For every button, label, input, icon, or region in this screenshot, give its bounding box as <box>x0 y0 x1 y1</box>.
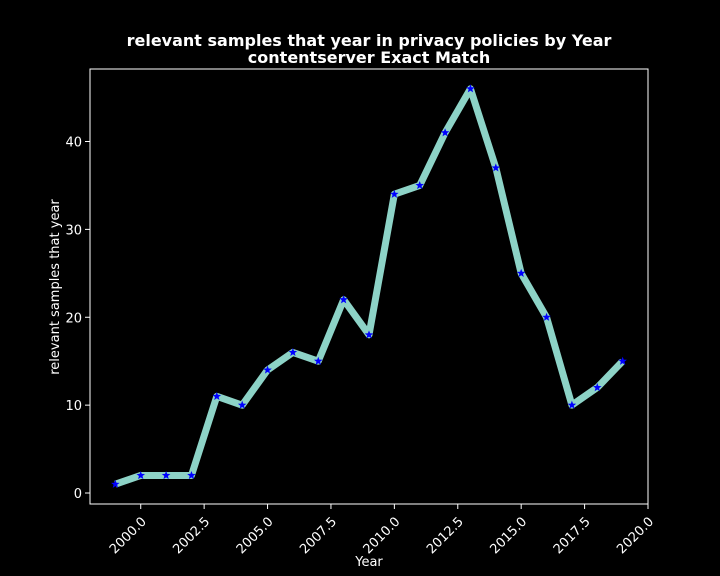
data-point-marker <box>237 400 247 409</box>
data-point-marker <box>288 347 298 357</box>
y-tick-label: 30 <box>65 223 82 238</box>
plot-area-frame <box>89 68 649 505</box>
data-point-marker <box>516 268 526 277</box>
data-point-marker <box>542 312 551 321</box>
data-point-marker <box>313 356 323 365</box>
data-point-marker <box>263 365 272 374</box>
y-tick-label: 10 <box>65 399 82 414</box>
data-point-marker <box>491 163 501 172</box>
data-point-marker <box>187 470 196 480</box>
data-point-marker <box>567 400 577 409</box>
chart-title-line1: relevant samples that year in privacy po… <box>127 31 612 50</box>
data-series <box>111 84 627 488</box>
data-point-marker <box>592 383 602 392</box>
data-point-marker <box>161 470 171 480</box>
data-point-marker <box>618 356 627 365</box>
y-tick-label: 0 <box>74 487 82 502</box>
data-point-marker <box>339 295 348 304</box>
y-axis: 0 10 20 30 40 <box>65 136 90 502</box>
y-tick-label: 20 <box>65 311 82 326</box>
data-point-marker <box>440 128 450 137</box>
data-point-marker <box>415 180 425 190</box>
chart-title-line2: contentserver Exact Match <box>248 48 490 67</box>
data-point-marker <box>111 479 120 488</box>
x-axis-label: Year <box>354 555 383 570</box>
data-point-marker <box>364 330 374 339</box>
data-point-marker <box>390 189 399 198</box>
data-point-marker <box>136 470 146 480</box>
y-tick-label: 40 <box>65 136 82 151</box>
y-axis-label: relevant samples that year <box>48 199 63 375</box>
data-point-marker <box>212 391 222 400</box>
data-point-marker <box>466 84 475 93</box>
